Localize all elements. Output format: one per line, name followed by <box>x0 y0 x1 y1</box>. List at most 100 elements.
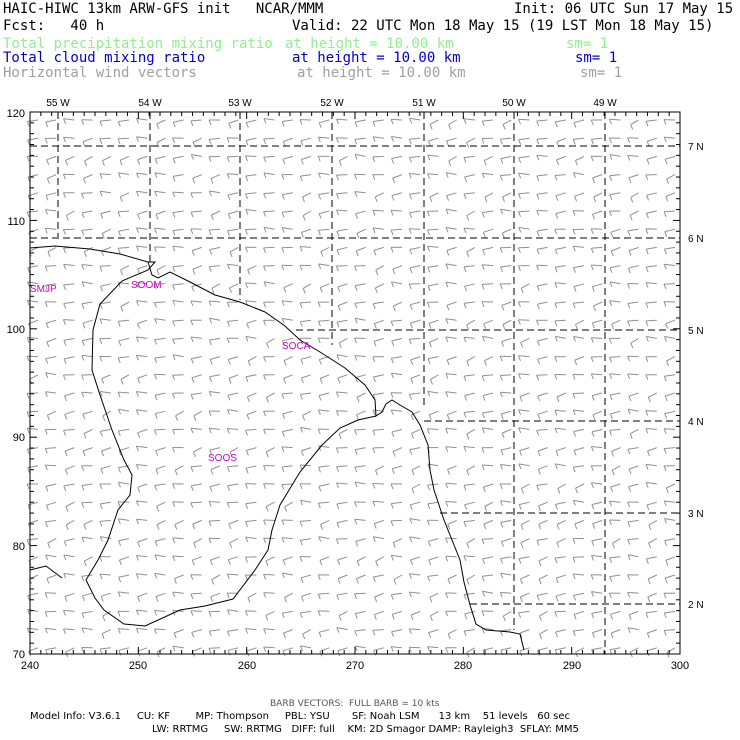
wind-barb-shaft <box>46 574 57 579</box>
wind-barb-flag <box>536 540 540 546</box>
wind-barb-shaft <box>609 192 621 196</box>
wind-barb-shaft <box>646 192 657 196</box>
wind-barb-shaft <box>300 319 312 323</box>
wind-barb-flag <box>263 118 267 124</box>
wind-barb-shaft <box>645 610 657 614</box>
wind-barb-shaft <box>609 500 621 503</box>
wind-barb-flag <box>117 248 121 254</box>
wind-barb-flag <box>590 465 594 471</box>
y-tick-label: 100 <box>7 324 25 336</box>
wind-barb-shaft <box>411 410 421 416</box>
wind-barb-flag <box>26 428 30 434</box>
wind-barb-flag <box>44 301 48 307</box>
wind-barb-flag <box>627 574 631 580</box>
wind-barb-shaft <box>265 610 275 616</box>
wind-barb-flag <box>354 593 358 599</box>
wind-barb-flag <box>663 593 667 599</box>
wind-barb-flag <box>627 449 631 455</box>
wind-barb-flag <box>226 173 230 179</box>
wind-barb-shaft <box>536 192 548 195</box>
wind-barb-shaft <box>555 629 566 633</box>
wind-barb-shaft <box>664 246 676 250</box>
wind-barb-flag <box>299 394 303 400</box>
wind-barb-flag <box>648 542 652 549</box>
wind-barb-flag <box>282 632 286 639</box>
wind-barb-shaft <box>101 374 111 379</box>
wind-barb-shaft <box>354 137 366 140</box>
wind-barb-flag <box>300 500 303 506</box>
x-axis-ticks <box>29 112 681 654</box>
wind-barb-flag <box>628 177 632 183</box>
wind-barb-flag <box>592 305 596 312</box>
wind-barb-shaft <box>65 501 75 507</box>
model-title: HAIC-HIWC 13km ARW-GFS init NCAR/MMM <box>3 1 324 17</box>
wind-barb-flag <box>426 211 430 217</box>
wind-barb-shaft <box>137 647 148 652</box>
wind-barb-flag <box>44 464 48 471</box>
wind-barb-shaft <box>337 556 348 561</box>
wind-barb-shaft <box>373 136 384 139</box>
wind-barb-shaft <box>81 483 93 486</box>
wind-barb-shaft <box>302 210 312 217</box>
wind-barb-shaft <box>627 155 639 157</box>
wind-barb-shaft <box>245 519 257 523</box>
wind-barb-flag <box>99 318 103 325</box>
wind-barb-flag <box>575 651 579 658</box>
wind-barb-flag <box>209 449 213 456</box>
wind-barb-flag <box>226 137 230 143</box>
wind-barb-flag <box>463 521 467 527</box>
wind-barb-shaft <box>81 501 93 504</box>
wind-barb-flag <box>318 486 322 492</box>
wind-barb-shaft <box>155 155 166 160</box>
wind-barb-flag <box>99 303 103 309</box>
wind-barb-shaft <box>520 283 530 289</box>
wind-barb-flag <box>135 500 139 507</box>
wind-barb-flag <box>627 155 631 161</box>
wind-barb-shaft <box>209 317 221 321</box>
wind-barb-flag <box>445 336 449 343</box>
wind-barb-shaft <box>64 392 75 397</box>
wind-barb-flag <box>336 482 339 489</box>
wind-barb-flag <box>137 214 141 220</box>
wind-barb-flag <box>172 266 176 272</box>
wind-barb-flag <box>391 340 395 347</box>
wind-barb-flag <box>481 212 485 218</box>
wind-barb-flag <box>209 559 213 566</box>
wind-barb-shaft <box>300 610 312 614</box>
wind-barb-shaft <box>118 319 130 322</box>
wind-barb-flag <box>354 613 358 619</box>
wind-barb-shaft <box>374 192 385 198</box>
wind-barb-flag <box>192 523 196 530</box>
wind-barb-shaft <box>411 465 421 471</box>
wind-barb-flag <box>263 193 267 199</box>
wind-barb-flag <box>26 356 30 362</box>
wind-barb-shaft <box>409 265 421 269</box>
wind-barb-shaft <box>518 137 530 141</box>
wind-barb-shaft <box>137 210 148 215</box>
wind-barb-shaft <box>354 301 366 304</box>
wind-barb-flag <box>244 574 248 581</box>
wind-barb-flag <box>228 523 232 530</box>
wind-barb-flag <box>609 281 613 288</box>
wind-barb-shaft <box>45 627 57 631</box>
wind-barb-flag <box>627 521 631 528</box>
wind-barb-shaft <box>102 610 112 617</box>
wind-barb-shaft <box>392 265 403 270</box>
wind-barb-flag <box>45 121 49 128</box>
wind-barb-flag <box>647 450 650 457</box>
wind-barb-flag <box>44 228 48 234</box>
wind-barb-shaft <box>27 337 39 339</box>
wind-barb-flag <box>536 120 540 127</box>
wind-barb-flag <box>554 267 558 273</box>
wind-barb-shaft <box>154 554 166 558</box>
wind-barb-shaft <box>336 465 348 468</box>
wind-barb-shaft <box>627 447 639 450</box>
wind-barb-flag <box>646 632 650 639</box>
lat-label: 6 N <box>688 234 704 245</box>
wind-barb-shaft <box>537 301 548 305</box>
wind-barb-shaft <box>83 428 93 434</box>
wind-barb-flag <box>227 213 231 220</box>
wind-barb-flag <box>99 173 103 179</box>
wind-barb-shaft <box>190 427 202 430</box>
wind-barb-flag <box>245 282 248 289</box>
